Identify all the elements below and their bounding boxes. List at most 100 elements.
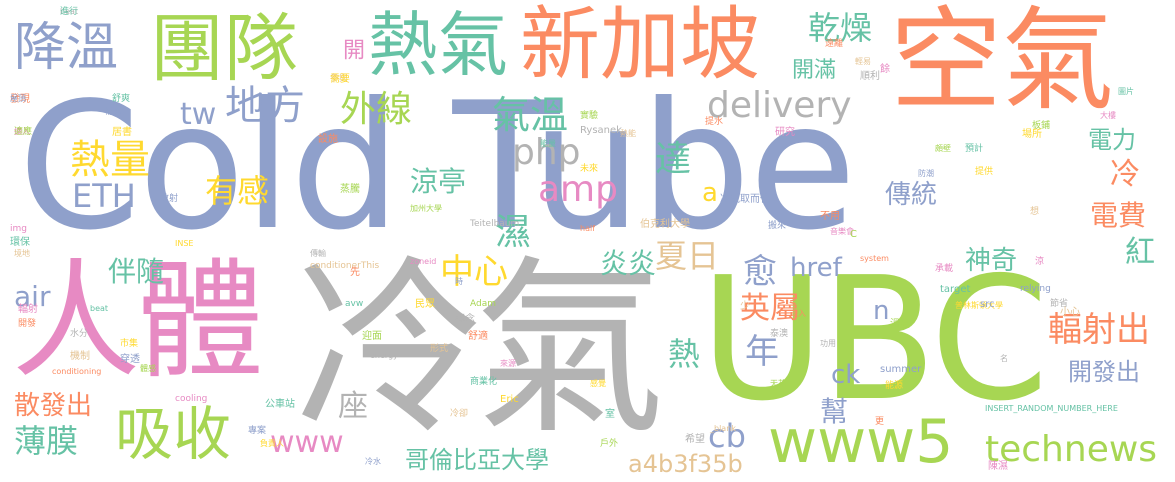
- small-word: 小心: [1060, 307, 1080, 318]
- small-word: 境地: [14, 249, 30, 258]
- small-word: _blank: [710, 424, 736, 433]
- small-word: 提水: [705, 117, 724, 127]
- small-word: 伯克利大學: [640, 219, 690, 230]
- word-help: 幫: [820, 395, 849, 428]
- small-word: 擴入: [14, 127, 30, 136]
- word-feel: 有感: [205, 172, 270, 210]
- small-word: 先: [350, 267, 360, 278]
- small-word: img: [10, 224, 27, 234]
- word-hot: 熱: [668, 335, 701, 373]
- word-red: 紅: [1125, 235, 1155, 270]
- word-reach: 達: [655, 139, 692, 180]
- small-word: 未來: [580, 164, 599, 174]
- small-word: 板鋪: [1032, 121, 1051, 131]
- small-word: 實驗: [580, 111, 599, 121]
- small-word: system: [860, 254, 889, 263]
- word-cold-air: 冷氣: [295, 239, 665, 460]
- word-technews: technews: [985, 429, 1158, 470]
- small-word: 室: [605, 409, 615, 420]
- word-ubc: UBC: [700, 241, 1049, 439]
- small-word: 能量: [540, 139, 556, 148]
- small-word: 涼: [1035, 257, 1045, 267]
- word-british: 英屬: [740, 291, 800, 326]
- small-word: 需要: [330, 74, 350, 85]
- word-year: 年: [745, 332, 779, 372]
- small-word: energy: [370, 351, 398, 360]
- small-word: 餘: [880, 64, 890, 75]
- small-word: 提供: [975, 167, 994, 177]
- word-full-open: 開滿: [792, 58, 837, 83]
- word-cooling: 降溫: [14, 18, 119, 78]
- small-word: 設施: [318, 134, 338, 145]
- small-word: 陳濕: [988, 461, 1008, 472]
- word-air-en: air: [14, 280, 51, 313]
- small-word: 穿透: [120, 354, 140, 365]
- small-word: half: [580, 224, 596, 233]
- word-accompany: 伴隨: [108, 255, 165, 288]
- small-word: 熱能: [620, 129, 636, 138]
- word-membrane: 薄膜: [14, 422, 79, 460]
- word-air: 空氣: [890, 0, 1114, 126]
- small-word: 搬來: [768, 221, 787, 231]
- word-delivery: delivery: [707, 85, 852, 126]
- small-word: 商業化: [470, 377, 498, 387]
- small-word: cooling: [175, 394, 208, 404]
- word-infrared: 外線: [340, 89, 413, 130]
- small-word: 發現: [10, 94, 30, 105]
- small-word: 進行: [60, 7, 79, 17]
- small-word: 防潮: [918, 169, 934, 178]
- small-word: 屋頂: [10, 94, 26, 103]
- word-team: 團隊: [150, 6, 298, 92]
- word-open: 開: [339, 38, 364, 60]
- small-word: 迎面: [362, 331, 382, 342]
- word-eth: ETH: [72, 177, 136, 215]
- word-www5: www5: [768, 407, 954, 477]
- word-center: 中心: [440, 252, 508, 292]
- small-word: 不用: [820, 211, 840, 222]
- word-radiate-out: 輻射出: [1048, 310, 1150, 350]
- word-traditional: 傳統: [885, 180, 938, 210]
- word-ck: ck: [831, 360, 861, 390]
- small-word: heat: [60, 7, 79, 16]
- small-word: 居書: [112, 127, 132, 138]
- small-word: 蒸騰: [340, 184, 360, 195]
- small-word: INSE: [175, 239, 194, 248]
- small-word: Eric: [500, 394, 519, 405]
- word-pavilion: 涼亭: [410, 165, 467, 198]
- word-absorb: 吸收: [115, 400, 232, 468]
- small-word: 希望: [685, 434, 705, 445]
- small-word: 天花: [770, 379, 786, 388]
- word-heat-amount: 熱量: [70, 137, 150, 183]
- word-amp: amp: [538, 169, 618, 210]
- small-word: 節省: [1050, 299, 1069, 309]
- word-electric-fee: 電費: [1090, 199, 1147, 232]
- small-word: 水分: [70, 329, 89, 339]
- word-www: www: [270, 425, 344, 460]
- word-place: 地方: [225, 83, 305, 129]
- small-word: relying: [1020, 284, 1051, 294]
- small-word: src: [980, 299, 995, 310]
- small-word: Rysanek: [580, 125, 622, 136]
- small-word: 少: [740, 301, 750, 312]
- small-word: C: [850, 229, 857, 240]
- small-word: 公車站: [265, 399, 295, 410]
- small-word: 溫度: [890, 319, 910, 330]
- small-word: 開發: [18, 319, 37, 329]
- word-hot-hot: 炎炎: [600, 247, 657, 280]
- small-word: 市集: [120, 339, 139, 349]
- small-word: 環保: [10, 237, 30, 248]
- small-word: 輻射: [18, 304, 38, 315]
- small-word: 冷氣取而代: [720, 194, 770, 205]
- small-word: 加州大學: [410, 204, 442, 213]
- word-more: 愈: [743, 252, 777, 292]
- small-word: 名: [1000, 354, 1008, 363]
- small-word: 專案: [248, 426, 267, 436]
- small-word: 遠離: [825, 39, 844, 49]
- small-word: INSERT_RANDOM_NUMBER_HERE: [985, 404, 1118, 413]
- small-word: 圖片: [1118, 87, 1134, 96]
- word-hot-air: 熱氣: [368, 4, 508, 86]
- small-word: 承載: [935, 264, 954, 274]
- small-word: 時: [455, 277, 463, 286]
- word-human-body: 人體: [12, 247, 264, 396]
